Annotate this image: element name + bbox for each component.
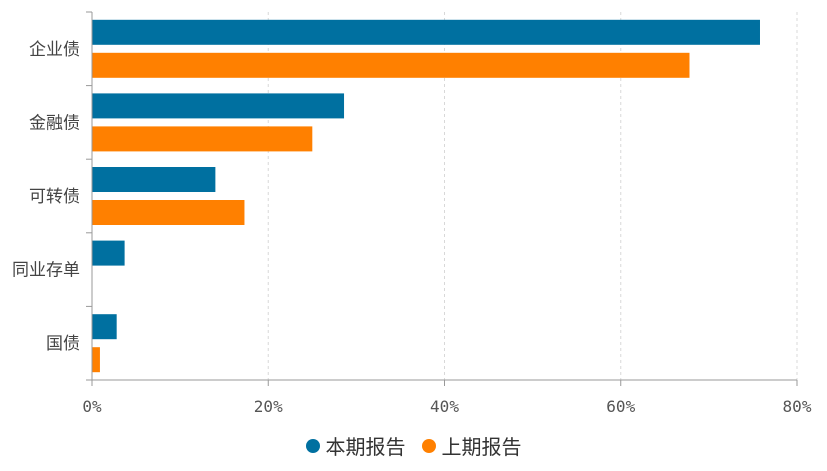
legend-marker-previous (421, 438, 436, 453)
bar-current[interactable] (92, 19, 760, 45)
bar-current[interactable] (92, 93, 345, 119)
bars (92, 19, 760, 373)
bar-previous[interactable] (92, 126, 313, 152)
category-label: 可转债 (29, 187, 80, 207)
x-tick-labels: 0% 20% 40% 60% 80% (82, 397, 811, 416)
category-label: 国债 (46, 334, 80, 354)
y-axis-ticks (86, 11, 92, 381)
legend: 本期报告 上期报告 (0, 431, 827, 460)
legend-marker-current (305, 438, 320, 453)
category-label: 金融债 (29, 113, 80, 133)
bar-previous[interactable] (92, 347, 100, 373)
legend-item-current[interactable]: 本期报告 (305, 431, 406, 460)
bar-current[interactable] (92, 314, 117, 340)
legend-item-previous[interactable]: 上期报告 (421, 431, 522, 460)
category-label: 企业债 (29, 40, 80, 60)
x-tick-label: 20% (254, 397, 283, 416)
x-tick-label: 0% (82, 397, 102, 416)
legend-label-current: 本期报告 (325, 435, 406, 459)
bar-current[interactable] (92, 240, 125, 266)
bar-previous[interactable] (92, 52, 690, 78)
legend-label-previous: 上期报告 (441, 435, 522, 459)
bar-current[interactable] (92, 167, 216, 192)
bar-previous[interactable] (92, 200, 245, 225)
x-tick-label: 80% (783, 397, 812, 416)
x-tick-label: 60% (606, 397, 635, 416)
x-tick-label: 40% (430, 397, 459, 416)
category-label: 同业存单 (12, 261, 80, 281)
